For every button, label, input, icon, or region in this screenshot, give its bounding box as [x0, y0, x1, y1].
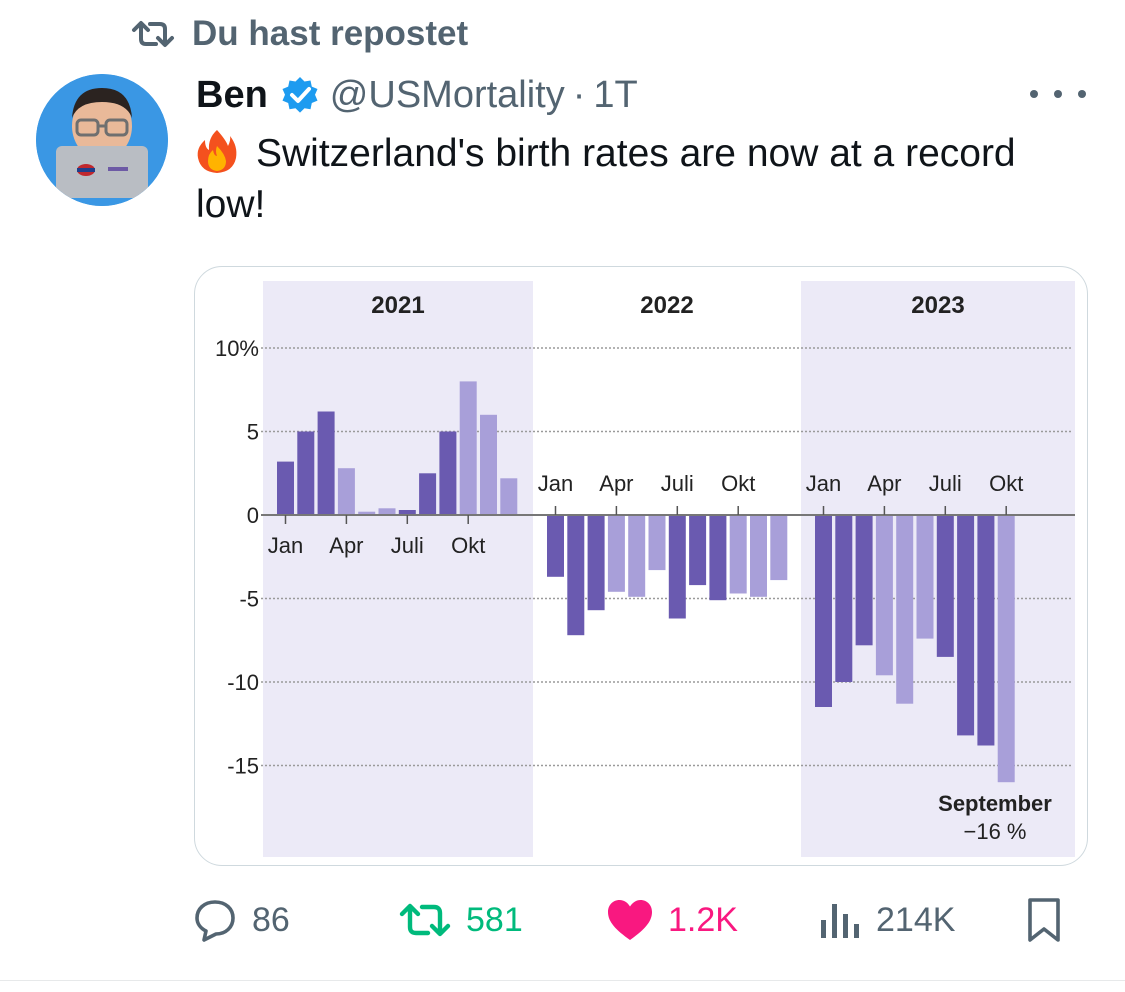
reposted-label: Du hast repostet [192, 14, 469, 53]
bar [729, 515, 747, 594]
bar [419, 473, 437, 516]
bar [689, 515, 707, 586]
y-tick-label: -15 [227, 754, 259, 779]
views-count: 214K [876, 900, 956, 939]
annotation-value: −16 % [964, 819, 1027, 844]
avatar[interactable] [36, 74, 168, 206]
reply-icon [195, 900, 235, 942]
year-label: 2022 [640, 292, 693, 319]
bar [668, 515, 686, 619]
bar [815, 515, 832, 707]
action-bar: 86 581 1.2K 214K [192, 892, 1072, 952]
more-dot [1054, 90, 1062, 98]
more-dot [1078, 90, 1086, 98]
bar [709, 515, 727, 601]
tweet-header: Ben @USMortality · 1T [196, 70, 638, 120]
verified-badge-icon [282, 77, 318, 113]
author-handle[interactable]: @USMortality [329, 73, 565, 116]
repost-button[interactable]: 581 [398, 892, 523, 948]
bar [607, 515, 625, 592]
bar [896, 515, 914, 704]
fire-emoji-icon [197, 130, 237, 173]
views-button[interactable]: 214K [818, 892, 955, 948]
bar [628, 515, 646, 597]
bar [855, 515, 873, 646]
bar [977, 515, 995, 746]
bookmark-button[interactable] [1026, 892, 1062, 948]
views-chart-icon [821, 904, 859, 938]
bar [378, 508, 396, 515]
bar [500, 478, 518, 515]
bar [439, 431, 457, 515]
timestamp[interactable]: 1T [593, 73, 638, 116]
month-label: Apr [599, 471, 633, 496]
bar [480, 414, 497, 515]
month-label: Apr [329, 533, 363, 558]
bar [277, 461, 294, 515]
bar [337, 468, 355, 515]
repost-icon [399, 903, 451, 937]
bar [770, 515, 788, 581]
bar [358, 511, 376, 515]
bar [297, 431, 315, 515]
reply-button[interactable]: 86 [192, 892, 290, 948]
bar [957, 515, 975, 736]
heart-icon [608, 900, 652, 940]
birth-rate-chart: 2021 2022 2023 10% 5 0 -5 -10 -15 Jan Apr Juli Okt Ja… [215, 281, 1075, 857]
author-name[interactable]: Ben [196, 73, 268, 116]
year-label: 2023 [911, 292, 964, 319]
bar [997, 515, 1015, 783]
bar [936, 515, 954, 657]
separator: · [572, 73, 586, 116]
more-options-icon[interactable] [1030, 76, 1086, 112]
month-label: Apr [867, 471, 901, 496]
bar [916, 515, 934, 639]
divider [0, 980, 1125, 981]
tweet-text: Switzerland's birth rates are now at a r… [196, 128, 1076, 230]
bar [587, 515, 605, 611]
like-count: 1.2K [668, 900, 738, 939]
month-label: Okt [989, 471, 1023, 496]
bar [547, 515, 564, 577]
avatar-image [36, 74, 168, 206]
repost-icon [132, 21, 174, 47]
reposted-indicator: Du hast repostet [130, 12, 468, 56]
more-dot [1030, 90, 1038, 98]
y-tick-label: 10% [215, 336, 259, 361]
year-band-shade [263, 281, 533, 857]
bar [317, 411, 335, 515]
bar [750, 515, 767, 597]
y-tick-label: 5 [247, 420, 259, 445]
y-tick-label: 0 [247, 503, 259, 528]
month-label: Jan [268, 533, 303, 558]
month-label: Juli [929, 471, 962, 496]
bar [398, 510, 416, 515]
month-label: Juli [391, 533, 424, 558]
bar [648, 515, 666, 571]
bar [567, 515, 585, 636]
month-label: Jan [806, 471, 841, 496]
annotation-label: September [938, 791, 1052, 816]
bar [459, 381, 477, 515]
month-label: Juli [661, 471, 694, 496]
y-tick-label: -10 [227, 670, 259, 695]
y-tick-label: -5 [239, 587, 259, 612]
bar [875, 515, 893, 676]
like-button[interactable]: 1.2K [606, 892, 738, 948]
month-label: Jan [538, 471, 573, 496]
year-label: 2021 [371, 292, 424, 319]
chart-image-card[interactable]: 2021 2022 2023 10% 5 0 -5 -10 -15 Jan Apr Juli Okt Ja… [194, 266, 1088, 866]
reply-count: 86 [252, 900, 290, 939]
tweet-body: Switzerland's birth rates are now at a r… [196, 132, 1016, 226]
month-label: Okt [451, 533, 485, 558]
bookmark-icon [1028, 898, 1060, 942]
month-label: Okt [721, 471, 755, 496]
repost-count: 581 [466, 900, 523, 939]
bar [835, 515, 853, 682]
